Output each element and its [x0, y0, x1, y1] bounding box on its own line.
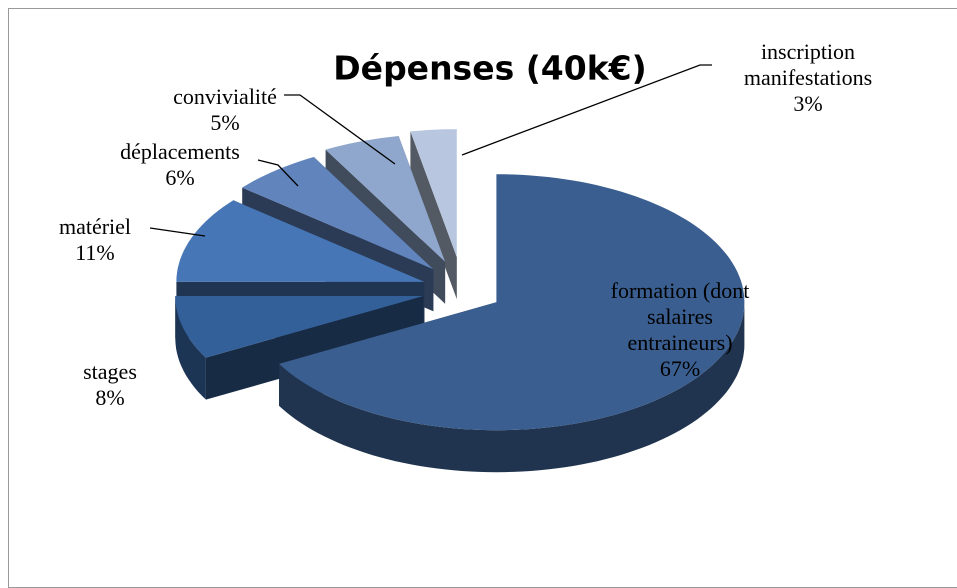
- data-label: déplacements 6%: [100, 139, 260, 191]
- category-label: déplacements: [120, 139, 240, 164]
- data-label: stages 8%: [60, 359, 160, 411]
- category-label: formation (dont salaires entraineurs): [610, 278, 750, 355]
- pie-slice: [325, 136, 446, 262]
- leader-line: [284, 94, 396, 165]
- category-label: matériel: [58, 214, 132, 239]
- value-label: 67%: [659, 356, 701, 381]
- pie-slice: [176, 200, 425, 282]
- slice-edge: [410, 131, 457, 300]
- data-label: formation (dont salaires entraineurs) 67%: [605, 278, 755, 382]
- slice-wall: [175, 296, 206, 400]
- leader-line: [461, 64, 712, 156]
- value-label: 5%: [210, 110, 240, 135]
- value-label: 11%: [75, 240, 115, 265]
- value-label: 8%: [95, 385, 125, 410]
- leader-line: [149, 227, 206, 237]
- category-label: inscription manifestations: [743, 39, 873, 90]
- value-label: 3%: [793, 91, 823, 116]
- slice-wall: [279, 302, 745, 473]
- pie-slice: [279, 174, 745, 431]
- value-label: 6%: [165, 165, 195, 190]
- data-label: inscription manifestations 3%: [718, 39, 898, 117]
- pie-slice: [242, 157, 434, 270]
- chart-title: Dépenses (40k€): [333, 48, 647, 88]
- category-label: stages: [83, 359, 137, 384]
- pie-slice: [410, 129, 457, 258]
- pie-slice: [175, 296, 424, 358]
- category-label: convivialité: [173, 84, 277, 109]
- leader-line: [257, 159, 299, 187]
- data-label: matériel 11%: [45, 214, 145, 266]
- data-label: convivialité 5%: [155, 84, 295, 136]
